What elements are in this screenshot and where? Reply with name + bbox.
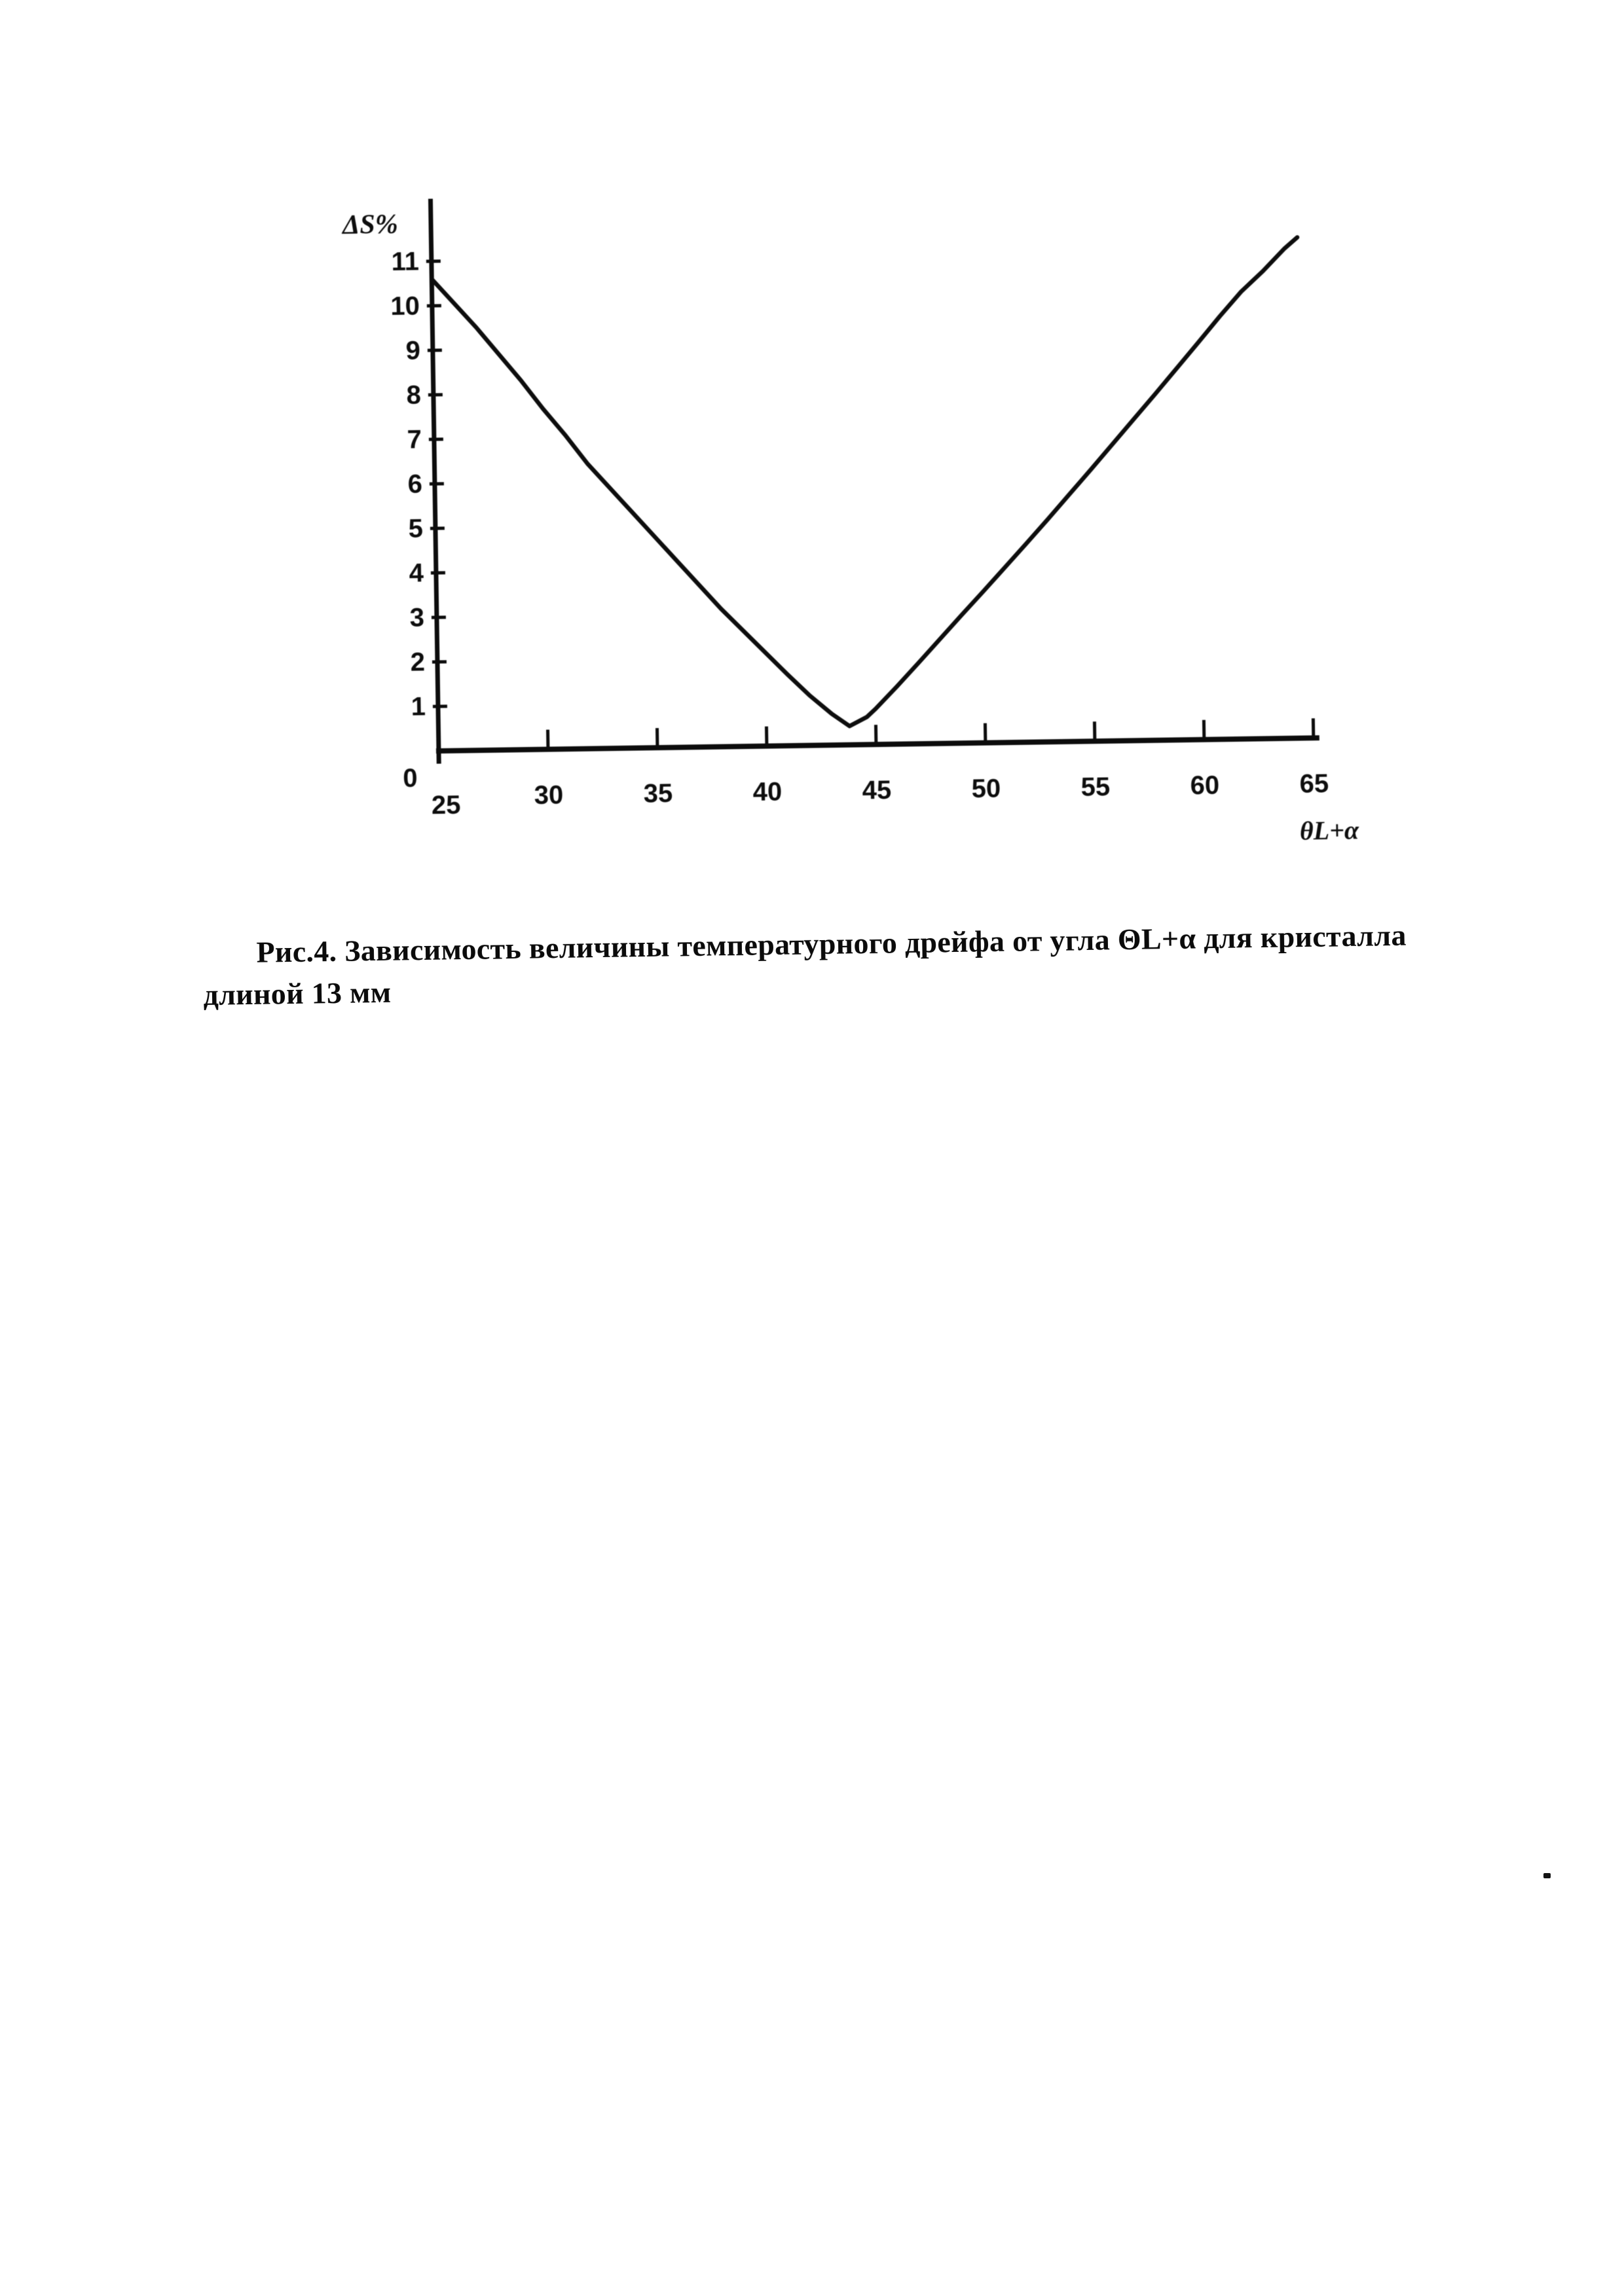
x-tick-label: 35 xyxy=(643,779,673,809)
ticks-layer xyxy=(426,259,1316,750)
y-tick-label: 7 xyxy=(407,425,422,454)
y-tick-label: 5 xyxy=(408,514,423,543)
y-tick-label: 4 xyxy=(409,558,424,587)
x-tick-label: 55 xyxy=(1080,773,1110,802)
x-tick-label: 65 xyxy=(1299,769,1329,799)
figure-chart: 25 30 35 40 45 50 55 60 65 0 1 2 3 4 5 6 7 8 9 10 11 ΔS% θL+… xyxy=(322,161,1380,897)
y-tick-label: 10 xyxy=(390,291,420,321)
y-tick-label: 6 xyxy=(407,469,422,498)
y-tick-label: 0 xyxy=(403,763,418,792)
y-tick-label: 2 xyxy=(410,647,425,676)
figure-caption: Рис.4. Зависимость величины температурно… xyxy=(202,912,1579,1016)
y-tick-label: 9 xyxy=(405,336,420,365)
y-tick-label: 1 xyxy=(411,692,426,721)
x-tick-label: 25 xyxy=(432,791,461,820)
x-tick-label: 30 xyxy=(534,780,563,810)
axes-layer xyxy=(428,198,1320,764)
scan-artifact-dot xyxy=(1543,1873,1551,1878)
x-tick-label: 60 xyxy=(1190,771,1219,800)
y-tick-label: 11 xyxy=(391,247,419,276)
y-axis-line xyxy=(428,198,441,764)
x-tick-label: 45 xyxy=(862,776,891,805)
x-tick-label: 40 xyxy=(752,777,782,807)
x-tick-label: 50 xyxy=(971,774,1001,803)
x-axis-title: θL+α xyxy=(1300,815,1360,845)
x-axis-line xyxy=(435,735,1320,754)
y-tick-label: 8 xyxy=(406,380,421,409)
y-tick-label: 3 xyxy=(409,603,424,632)
y-axis-title: ΔS% xyxy=(341,210,398,240)
data-curve xyxy=(430,235,1300,729)
